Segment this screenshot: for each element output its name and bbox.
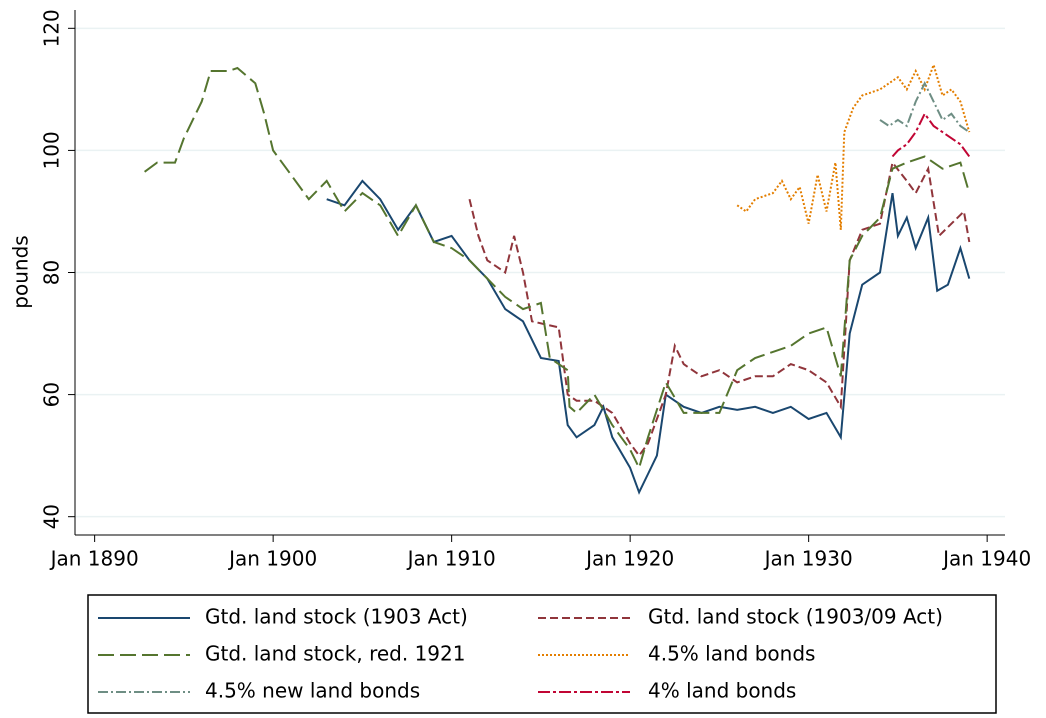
legend-label: 4% land bonds: [648, 679, 796, 703]
x-tick-label: Jan 1900: [227, 547, 317, 571]
y-tick-label: 120: [40, 9, 64, 47]
x-tick-label: Jan 1940: [941, 547, 1031, 571]
series-line: [144, 66, 971, 471]
legend-label: Gtd. land stock, red. 1921: [205, 642, 465, 666]
x-tick-label: Jan 1930: [763, 547, 853, 571]
y-tick-label: 40: [40, 504, 64, 529]
series-line: [326, 179, 971, 495]
x-tick-label: Jan 1890: [49, 547, 139, 571]
y-tick-label: 60: [40, 382, 64, 407]
y-tick-label: 100: [40, 131, 64, 169]
y-axis-label: pounds: [9, 235, 33, 308]
legend-label: Gtd. land stock (1903/09 Act): [648, 605, 943, 629]
legend-label: Gtd. land stock (1903 Act): [205, 605, 468, 629]
x-tick-label: Jan 1910: [406, 547, 496, 571]
legend-box: [87, 594, 997, 714]
series-line: [736, 61, 971, 230]
x-tick-label: Jan 1920: [584, 547, 674, 571]
legend-label: 4.5% land bonds: [648, 642, 815, 666]
legend-label: 4.5% new land bonds: [205, 679, 420, 703]
y-tick-label: 80: [40, 260, 64, 285]
series-line: [468, 160, 971, 458]
series-line: [879, 81, 970, 133]
